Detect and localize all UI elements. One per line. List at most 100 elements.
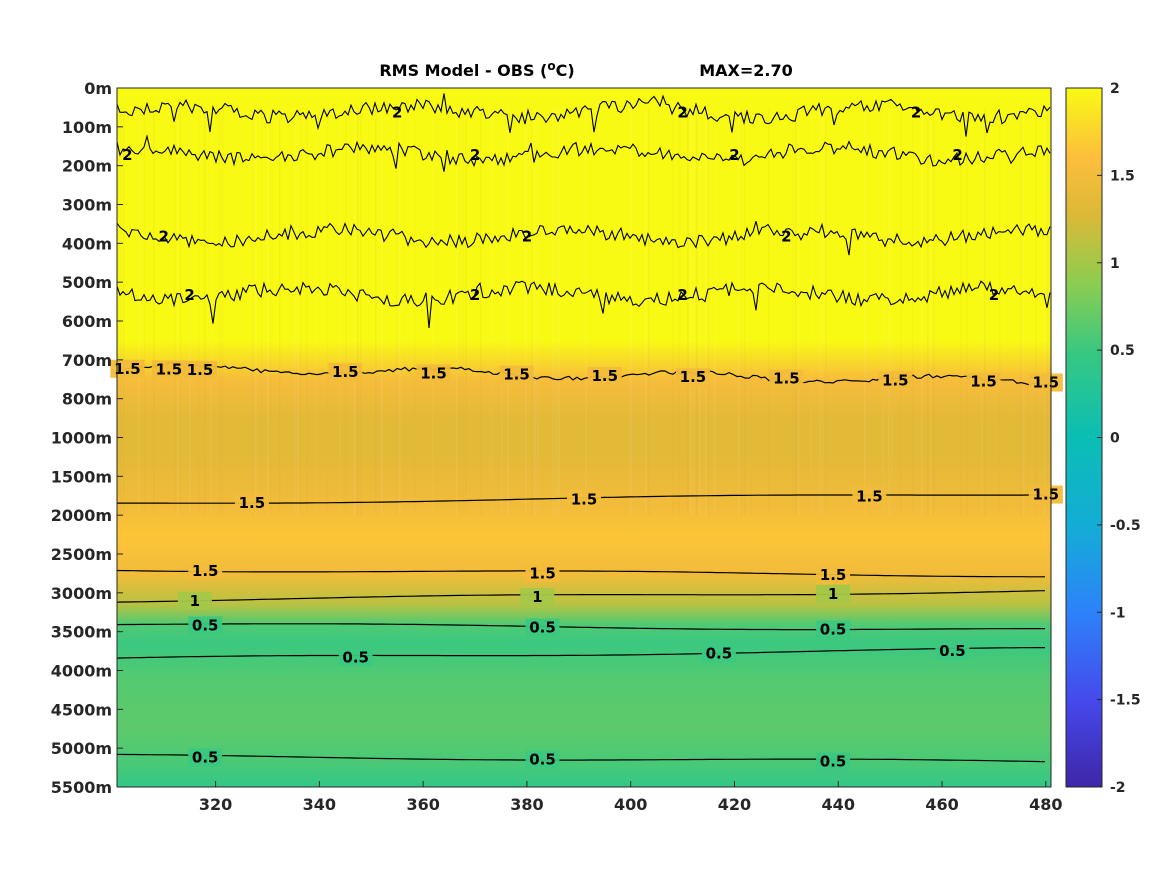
y-tick-label: 500m [62,273,112,292]
y-tick-label: 600m [62,312,112,331]
contour-label: 1.5 [420,364,447,382]
contour-label-bg [338,648,373,667]
colorbar-tick-label: -2 [1110,780,1126,796]
chart-title: RMS Model - OBS (oC) [379,59,574,80]
contour-line-3 [116,280,1051,328]
y-tick-label: 400m [62,234,112,253]
contour-label-bg [675,368,710,387]
y-tick-label: 3000m [51,584,112,603]
contour-label-bg [567,490,601,509]
contour-label-bg [816,566,851,585]
contour-line-8 [116,623,1045,631]
contour-label: 1.5 [187,361,214,379]
x-tick-label: 420 [718,795,751,814]
contour-label: 1.5 [680,368,707,386]
heatmap-texture [117,108,1049,516]
contour-label: 1.5 [773,370,800,388]
contour-line-9 [116,646,1045,659]
title-prefix: RMS Model - OBS ( [379,61,547,80]
contour-label-bg [966,372,1001,391]
y-tick-label: 300m [62,196,112,215]
contour-label-bg [816,620,851,639]
contour-label-bg [328,363,363,382]
contour-label: 1.5 [591,367,618,385]
y-tick-label: 0m [84,79,112,98]
y-tick-label: 3500m [51,623,112,642]
contour-line-10 [116,753,1046,763]
contour-label-bg [935,641,970,660]
y-tick-label: 200m [62,157,112,176]
contour-label: 1 [828,585,838,603]
contour-label-bg [188,562,223,581]
contour-label-bg [416,364,451,383]
contour-label: 2 [122,146,132,164]
contour-label-bg [1028,373,1063,392]
contour-label: 0.5 [529,619,556,637]
contour-label: 2 [781,228,791,246]
contour-label-bg [188,616,223,635]
colorbar: 2 1.5 1 0.5 0 -0.5 -1 -1.5 -2 [1065,81,1141,796]
y-tick-label: 700m [62,351,112,370]
contour-label-bg [525,750,560,769]
contour-label: 2 [911,103,921,121]
contour-labels: 2 2 22 2 2 22 2 22 2 2 21.5 1.5 1.5 1.5 1.5 1.5 1.5 1.5 1.… [110,103,1063,771]
contour-label-bg [525,618,560,637]
colorbar-gradient [1066,88,1102,787]
y-tick-label: 1500m [51,467,112,486]
title-superscript: o [547,59,555,73]
title-suffix: C) [556,61,575,80]
contour-label: 1.5 [571,491,598,509]
contour-line-0 [116,93,1051,137]
colorbar-tick-label: -0.5 [1110,518,1141,534]
contour-label: 0.5 [939,642,966,660]
contour-line-6 [116,569,1045,578]
contour-label: 2 [470,146,480,164]
contour-label: 1.5 [1033,374,1060,392]
colorbar-tick-label: 1.5 [1110,168,1135,184]
contour-label: 2 [470,286,480,304]
contour-label: 2 [158,228,168,246]
contour-label: 1.5 [332,363,359,381]
contour-label: 0.5 [820,753,847,771]
x-tick-label: 440 [822,795,855,814]
contour-label-bg [769,369,804,388]
contour-label: 2 [989,286,999,304]
contour-label-bg [852,487,887,506]
colorbar-ticks: 2 1.5 1 0.5 0 -0.5 -1 -1.5 -2 [1097,81,1141,796]
contour-label: 1 [190,592,200,610]
contour-label: 1.5 [970,373,997,391]
heatmap-plot-area: 2 2 22 2 2 22 2 22 2 2 21.5 1.5 1.5 1.5 1.5 1.5 1.5 1.5 1.… [110,87,1063,788]
contour-label-bg [816,752,851,771]
chart-max-label: MAX=2.70 [699,61,793,80]
y-tick-label: 2000m [51,506,112,525]
contour-label-bg [110,359,145,378]
contour-label: 0.5 [192,616,219,634]
contour-label-bg [520,588,555,607]
contour-label: 1.5 [1033,486,1060,504]
y-axis: 0m 100m 200m 300m 400m 500m 600m 700m 800m 1000m 1… [51,79,123,797]
y-tick-label: 100m [62,118,112,137]
contour-label: 1.5 [192,562,219,580]
y-tick-label: 4000m [51,662,112,681]
contour-label: 2 [392,103,402,121]
x-axis: 320 340 360 380 400 420 440 460 480 [199,781,1063,814]
contour-label-bg [701,644,736,663]
contour-label: 1 [532,588,542,606]
colorbar-tick-label: 1 [1110,256,1120,272]
x-tick-label: 400 [614,795,647,814]
y-tick-label: 4500m [51,700,112,719]
colorbar-tick-label: 0.5 [1110,343,1135,359]
contour-label: 2 [952,146,962,164]
colorbar-tick-label: -1 [1110,605,1126,621]
contour-label: 1.5 [503,366,530,384]
x-tick-label: 480 [1029,795,1062,814]
contour-label: 1.5 [114,360,141,378]
x-tick-label: 380 [510,795,543,814]
heatmap-field [117,88,1051,787]
contour-label-bg [151,360,186,379]
contour-label-bg [234,494,269,513]
y-tick-label: 2500m [51,545,112,564]
y-tick-label: 1000m [51,429,112,448]
contour-label-bg [525,564,560,583]
